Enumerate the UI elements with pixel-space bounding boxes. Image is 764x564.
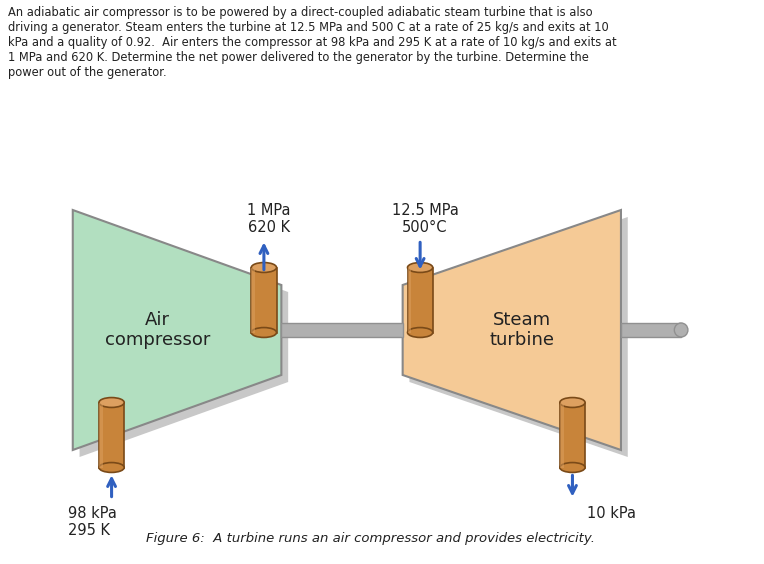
Polygon shape	[410, 217, 628, 457]
Bar	[99, 403, 102, 468]
Bar	[560, 403, 564, 468]
Ellipse shape	[675, 323, 688, 337]
Ellipse shape	[99, 398, 125, 407]
Text: Figure 6:  A turbine runs an air compressor and provides electricity.: Figure 6: A turbine runs an air compress…	[146, 532, 595, 545]
Text: 10 kPa: 10 kPa	[587, 505, 636, 521]
Text: Steam
turbine: Steam turbine	[489, 311, 554, 350]
Bar	[560, 403, 585, 468]
Polygon shape	[73, 210, 281, 450]
Ellipse shape	[560, 398, 585, 407]
Bar	[99, 403, 125, 468]
Bar	[251, 267, 277, 333]
Polygon shape	[403, 210, 621, 450]
Text: Air
compressor: Air compressor	[105, 311, 210, 350]
Polygon shape	[79, 217, 288, 457]
Text: 98 kPa
295 K: 98 kPa 295 K	[68, 505, 117, 538]
Bar	[407, 267, 411, 333]
Text: 12.5 MPa
500°C: 12.5 MPa 500°C	[391, 203, 458, 236]
Bar	[407, 267, 432, 333]
Ellipse shape	[560, 462, 585, 473]
Ellipse shape	[99, 462, 125, 473]
Text: 1 MPa
620 K: 1 MPa 620 K	[247, 203, 290, 236]
Bar	[251, 267, 255, 333]
Text: An adiabatic air compressor is to be powered by a direct-coupled adiabatic steam: An adiabatic air compressor is to be pow…	[8, 6, 617, 79]
Ellipse shape	[407, 328, 432, 337]
Bar	[281, 323, 403, 337]
Ellipse shape	[251, 328, 277, 337]
Ellipse shape	[407, 263, 432, 272]
Bar	[621, 323, 681, 337]
Ellipse shape	[251, 263, 277, 272]
